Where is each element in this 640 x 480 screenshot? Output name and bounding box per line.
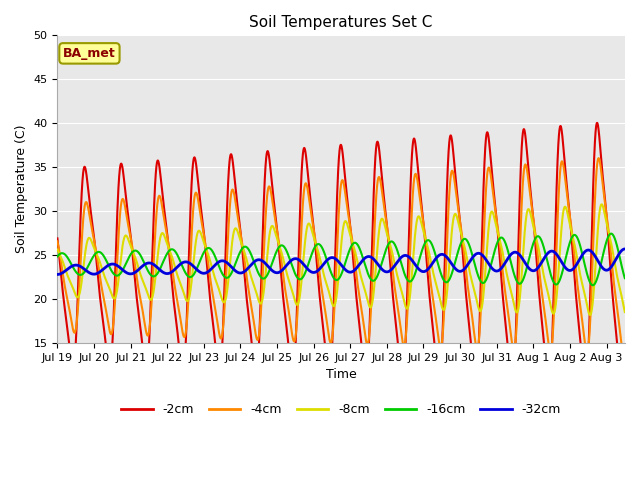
- Text: BA_met: BA_met: [63, 47, 116, 60]
- Y-axis label: Soil Temperature (C): Soil Temperature (C): [15, 125, 28, 253]
- X-axis label: Time: Time: [326, 368, 356, 381]
- Legend: -2cm, -4cm, -8cm, -16cm, -32cm: -2cm, -4cm, -8cm, -16cm, -32cm: [116, 398, 566, 421]
- Title: Soil Temperatures Set C: Soil Temperatures Set C: [250, 15, 433, 30]
